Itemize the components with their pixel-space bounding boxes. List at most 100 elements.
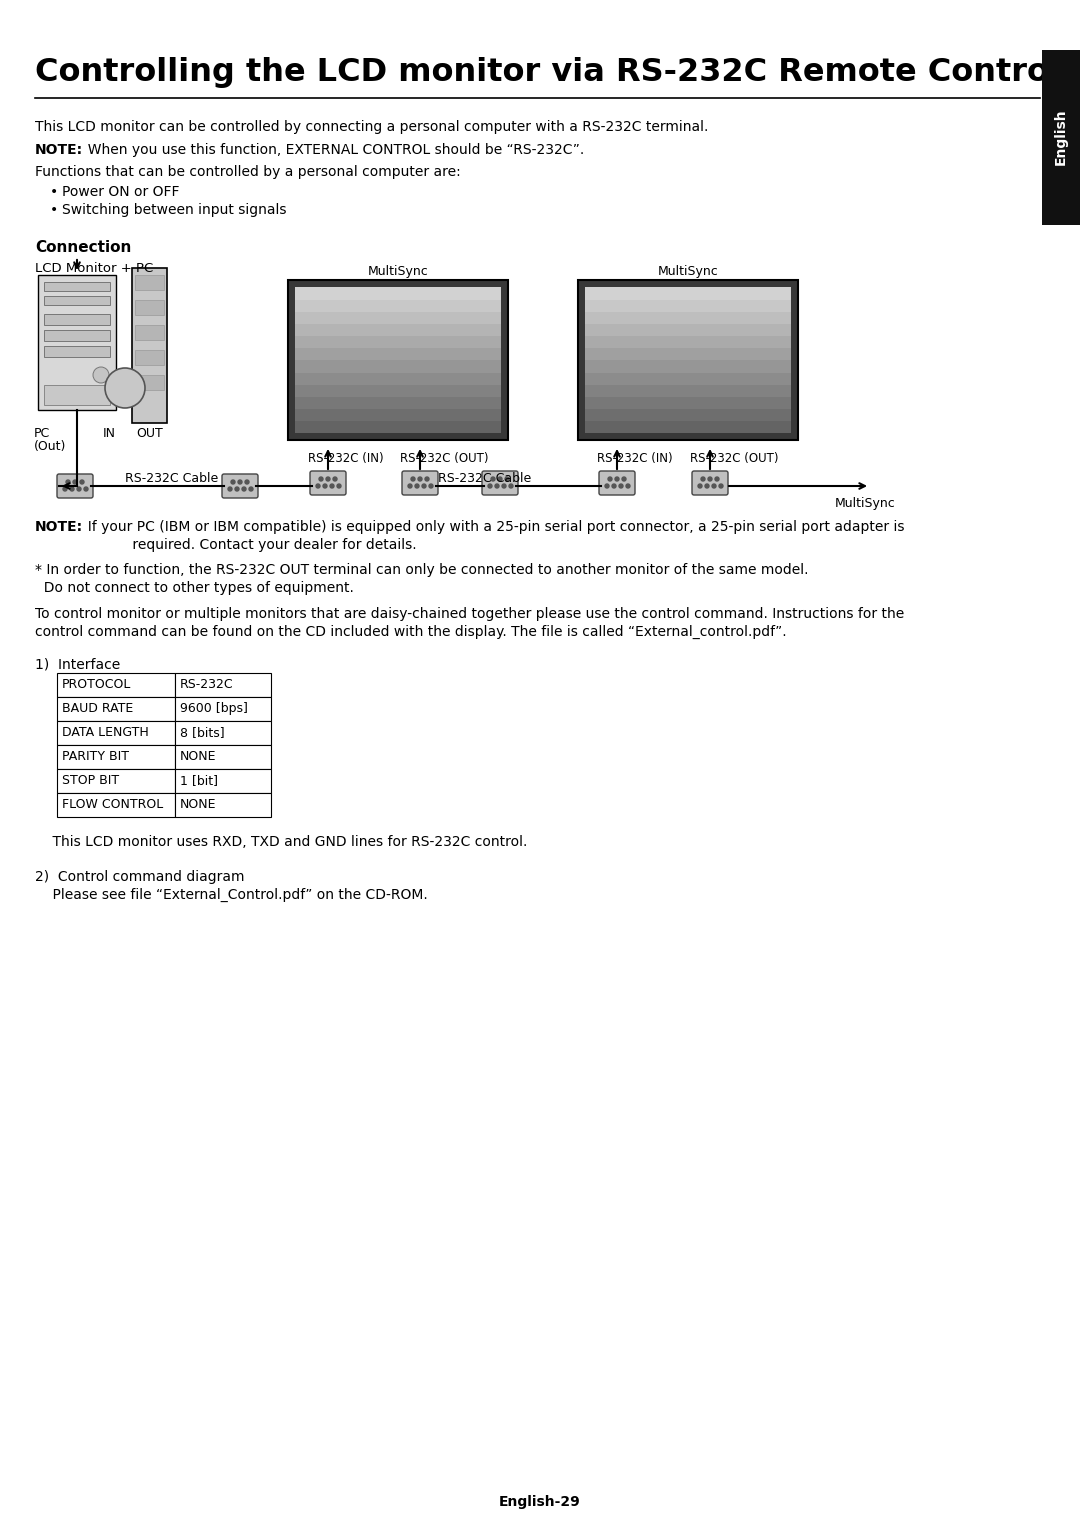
Circle shape (411, 477, 415, 481)
Circle shape (608, 477, 612, 481)
Circle shape (719, 484, 723, 487)
Circle shape (712, 484, 716, 487)
Text: STOP BIT: STOP BIT (62, 775, 119, 787)
Circle shape (228, 487, 232, 490)
Circle shape (622, 477, 626, 481)
Text: This LCD monitor uses RXD, TXD and GND lines for RS-232C control.: This LCD monitor uses RXD, TXD and GND l… (35, 834, 527, 850)
Circle shape (605, 484, 609, 487)
FancyBboxPatch shape (692, 471, 728, 495)
Text: English: English (1054, 108, 1068, 165)
Text: BAUD RATE: BAUD RATE (62, 701, 133, 715)
Bar (585, 335, 791, 348)
Bar (295, 299, 501, 312)
Bar (585, 322, 791, 336)
Text: * In order to function, the RS-232C OUT terminal can only be connected to anothe: * In order to function, the RS-232C OUT … (35, 562, 809, 578)
Text: (Out): (Out) (33, 440, 66, 452)
Circle shape (84, 487, 87, 490)
Bar (57, 746, 175, 769)
Bar (135, 374, 164, 390)
Text: Connection: Connection (35, 240, 132, 255)
Circle shape (715, 477, 719, 481)
Circle shape (105, 368, 145, 408)
Circle shape (705, 484, 708, 487)
Circle shape (619, 484, 623, 487)
Text: English-29: English-29 (499, 1494, 581, 1510)
Circle shape (242, 487, 246, 490)
Circle shape (330, 484, 334, 487)
Bar (57, 672, 175, 697)
Bar (585, 420, 791, 432)
Circle shape (701, 477, 705, 481)
Bar (135, 275, 164, 290)
Text: PARITY BIT: PARITY BIT (62, 750, 129, 762)
Bar (585, 287, 791, 299)
Circle shape (422, 484, 426, 487)
Bar (44, 283, 110, 290)
Bar (585, 408, 791, 422)
Bar (175, 793, 271, 817)
Bar (295, 312, 501, 324)
Text: 1 [bit]: 1 [bit] (180, 775, 218, 787)
Circle shape (73, 480, 77, 484)
Circle shape (708, 477, 712, 481)
FancyBboxPatch shape (222, 474, 258, 498)
FancyBboxPatch shape (57, 474, 93, 498)
Text: RS-232C (IN): RS-232C (IN) (597, 452, 673, 465)
Bar (585, 299, 791, 312)
Bar (295, 371, 501, 385)
Bar (135, 325, 164, 341)
Text: IN: IN (103, 426, 116, 440)
Text: When you use this function, EXTERNAL CONTROL should be “RS-232C”.: When you use this function, EXTERNAL CON… (79, 144, 584, 157)
Text: required. Contact your dealer for details.: required. Contact your dealer for detail… (93, 538, 417, 552)
Text: 2)  Control command diagram: 2) Control command diagram (35, 869, 244, 885)
Bar (175, 769, 271, 793)
FancyBboxPatch shape (599, 471, 635, 495)
Text: PC: PC (33, 426, 51, 440)
Text: MultiSync: MultiSync (835, 497, 895, 510)
Text: •: • (50, 185, 58, 199)
Text: If your PC (IBM or IBM compatible) is equipped only with a 25-pin serial port co: If your PC (IBM or IBM compatible) is eq… (79, 520, 905, 533)
Text: NONE: NONE (180, 750, 216, 762)
Bar (132, 267, 167, 423)
Circle shape (415, 484, 419, 487)
Circle shape (429, 484, 433, 487)
Bar (288, 280, 508, 440)
Circle shape (326, 477, 330, 481)
Text: Power ON or OFF: Power ON or OFF (62, 185, 179, 199)
Text: RS-232C Cable: RS-232C Cable (438, 472, 531, 484)
Bar (585, 361, 791, 373)
Circle shape (495, 484, 499, 487)
Text: NONE: NONE (180, 798, 216, 811)
Circle shape (333, 477, 337, 481)
Circle shape (502, 484, 507, 487)
Circle shape (235, 487, 239, 490)
Text: PROTOCOL: PROTOCOL (62, 678, 132, 691)
Text: OUT: OUT (136, 426, 163, 440)
Text: 9600 [bps]: 9600 [bps] (180, 701, 248, 715)
Bar (585, 371, 791, 385)
Bar (57, 793, 175, 817)
Bar (1042, 50, 1080, 225)
Text: MultiSync: MultiSync (658, 264, 718, 278)
Circle shape (249, 487, 253, 490)
Bar (175, 746, 271, 769)
Circle shape (626, 484, 630, 487)
Bar (585, 312, 791, 324)
Text: Do not connect to other types of equipment.: Do not connect to other types of equipme… (35, 581, 354, 594)
Text: NOTE:: NOTE: (35, 144, 83, 157)
Bar (295, 335, 501, 348)
Text: LCD Monitor + PC: LCD Monitor + PC (35, 261, 153, 275)
Text: FLOW CONTROL: FLOW CONTROL (62, 798, 163, 811)
Text: •: • (50, 203, 58, 217)
FancyBboxPatch shape (402, 471, 438, 495)
Bar (295, 384, 501, 397)
Circle shape (323, 484, 327, 487)
Circle shape (70, 487, 75, 490)
Bar (38, 275, 116, 410)
Text: RS-232C Cable: RS-232C Cable (125, 472, 218, 484)
Circle shape (426, 477, 429, 481)
Bar (295, 322, 501, 336)
Circle shape (80, 480, 84, 484)
Text: This LCD monitor can be controlled by connecting a personal computer with a RS-2: This LCD monitor can be controlled by co… (35, 121, 708, 134)
Text: control command can be found on the CD included with the display. The file is ca: control command can be found on the CD i… (35, 625, 786, 639)
